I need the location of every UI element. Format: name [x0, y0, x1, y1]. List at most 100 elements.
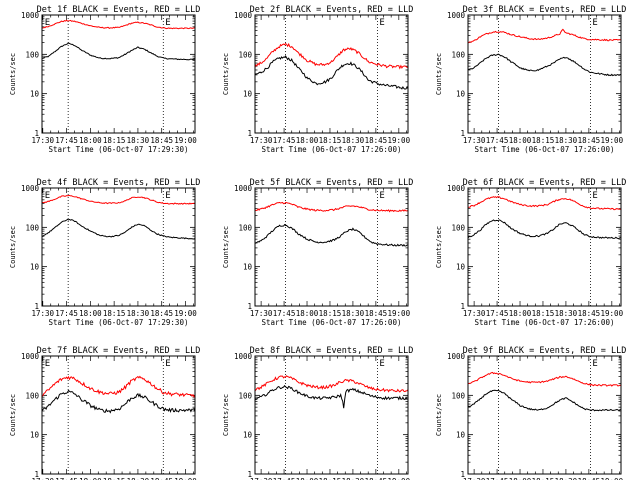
x-tick-label: 18:15	[103, 136, 126, 145]
x-tick-label: 17:30	[32, 309, 55, 318]
y-tick-label: 10	[243, 263, 253, 272]
series-line-events	[254, 384, 409, 409]
x-tick-label: 17:45	[55, 477, 78, 480]
x-tick-label: 18:45	[578, 136, 601, 145]
x-tick-label: 17:45	[55, 136, 78, 145]
y-tick-label: 100	[451, 223, 465, 232]
plot-frame	[467, 187, 622, 307]
y-axis-label: Counts/sec	[435, 226, 443, 268]
chart-title: Det 7f BLACK = Events, RED = LLD	[37, 346, 201, 356]
x-tick-label: 17:30	[32, 477, 55, 480]
y-tick-label: 1000	[21, 352, 40, 361]
x-tick-label: 19:00	[174, 477, 197, 480]
plot-frame	[254, 14, 409, 134]
chart-title: Det 8f BLACK = Events, RED = LLD	[250, 346, 414, 356]
x-tick-label: 17:30	[463, 477, 486, 480]
x-tick-label: 17:30	[32, 136, 55, 145]
y-axis-label: Counts/sec	[222, 394, 230, 436]
x-tick-label: 19:00	[388, 309, 411, 318]
x-axis-label: Start Time (06-Oct-07 17:29:30)	[49, 318, 189, 327]
chart-title: Det 9f BLACK = Events, RED = LLD	[463, 346, 627, 356]
y-tick-label: 1	[460, 470, 465, 479]
x-tick-label: 18:00	[509, 136, 532, 145]
x-tick-label: 18:15	[532, 477, 555, 480]
x-tick-label: 19:00	[601, 136, 624, 145]
e-marker-label: E	[45, 359, 50, 369]
y-tick-label: 10	[30, 90, 40, 99]
x-tick-label: 18:00	[296, 477, 319, 480]
x-tick-label: 17:30	[463, 309, 486, 318]
x-tick-label: 17:45	[273, 136, 296, 145]
x-tick-label: 18:45	[150, 309, 173, 318]
plot-frame	[41, 14, 196, 134]
series-line-lld	[254, 375, 409, 393]
x-tick-label: 18:30	[555, 309, 578, 318]
series-line-lld	[467, 28, 622, 44]
chart-panel-9: Det 9f BLACK = Events, RED = LLD Counts/s…	[435, 346, 626, 480]
e-marker-label: E	[165, 18, 170, 28]
chart-panel-4: Det 4f BLACK = Events, RED = LLD Counts/s…	[9, 178, 200, 327]
plot-frame	[41, 187, 196, 307]
series-line-events	[41, 389, 196, 414]
e-marker-label: E	[379, 191, 384, 201]
chart-panel-2: Det 2f BLACK = Events, RED = LLD Counts/s…	[222, 5, 413, 154]
y-axis-label: Counts/sec	[9, 226, 17, 268]
x-tick-label: 18:00	[296, 309, 319, 318]
y-tick-label: 10	[243, 90, 253, 99]
y-tick-label: 1000	[234, 184, 253, 193]
e-marker-label: E	[45, 18, 50, 28]
x-tick-label: 19:00	[601, 309, 624, 318]
chart-title: Det 6f BLACK = Events, RED = LLD	[463, 178, 627, 188]
x-tick-label: 18:45	[365, 477, 388, 480]
y-tick-label: 1000	[234, 352, 253, 361]
y-axis-label: Counts/sec	[435, 53, 443, 95]
series-line-lld	[254, 201, 409, 213]
x-tick-label: 18:15	[103, 477, 126, 480]
plot-frame	[254, 355, 409, 475]
y-tick-label: 1000	[447, 11, 466, 20]
y-tick-label: 10	[456, 263, 466, 272]
y-tick-label: 100	[25, 391, 39, 400]
x-tick-label: 18:15	[319, 136, 342, 145]
plot-frame	[467, 14, 622, 134]
x-tick-label: 18:15	[319, 309, 342, 318]
series-line-lld	[41, 194, 196, 205]
y-tick-label: 1	[34, 302, 39, 311]
x-tick-label: 18:30	[127, 136, 150, 145]
x-tick-label: 18:45	[578, 477, 601, 480]
y-tick-label: 10	[30, 263, 40, 272]
chart-panel-5: Det 5f BLACK = Events, RED = LLD Counts/s…	[222, 178, 413, 327]
series-line-events	[468, 53, 622, 77]
y-tick-label: 1	[34, 470, 39, 479]
x-tick-label: 19:00	[174, 309, 197, 318]
plot-frame	[41, 355, 196, 475]
x-tick-label: 17:45	[486, 309, 509, 318]
x-tick-label: 18:30	[127, 477, 150, 480]
y-tick-label: 10	[456, 431, 466, 440]
x-tick-label: 18:00	[509, 309, 532, 318]
x-tick-label: 18:30	[342, 309, 365, 318]
series-line-events	[41, 42, 196, 61]
x-tick-label: 19:00	[388, 136, 411, 145]
y-tick-label: 1	[460, 129, 465, 138]
y-tick-label: 1000	[21, 11, 40, 20]
y-tick-label: 100	[25, 223, 39, 232]
x-axis-label: Start Time (06-Oct-07 17:26:00)	[262, 318, 402, 327]
x-tick-label: 17:45	[486, 136, 509, 145]
series-line-events	[467, 389, 622, 412]
x-tick-label: 18:30	[342, 477, 365, 480]
chart-panel-8: Det 8f BLACK = Events, RED = LLD Counts/s…	[222, 346, 413, 480]
e-marker-label: E	[592, 18, 597, 28]
y-axis-label: Counts/sec	[9, 53, 17, 95]
x-tick-label: 18:15	[103, 309, 126, 318]
series-line-events	[41, 218, 196, 240]
e-marker-label: E	[379, 359, 384, 369]
x-tick-label: 19:00	[388, 477, 411, 480]
y-axis-label: Counts/sec	[222, 53, 230, 95]
e-marker-label: E	[379, 18, 384, 28]
x-tick-label: 18:45	[150, 477, 173, 480]
x-tick-label: 18:30	[342, 136, 365, 145]
chart-title: Det 2f BLACK = Events, RED = LLD	[250, 5, 414, 15]
series-line-events	[254, 55, 409, 90]
y-tick-label: 1	[247, 129, 252, 138]
